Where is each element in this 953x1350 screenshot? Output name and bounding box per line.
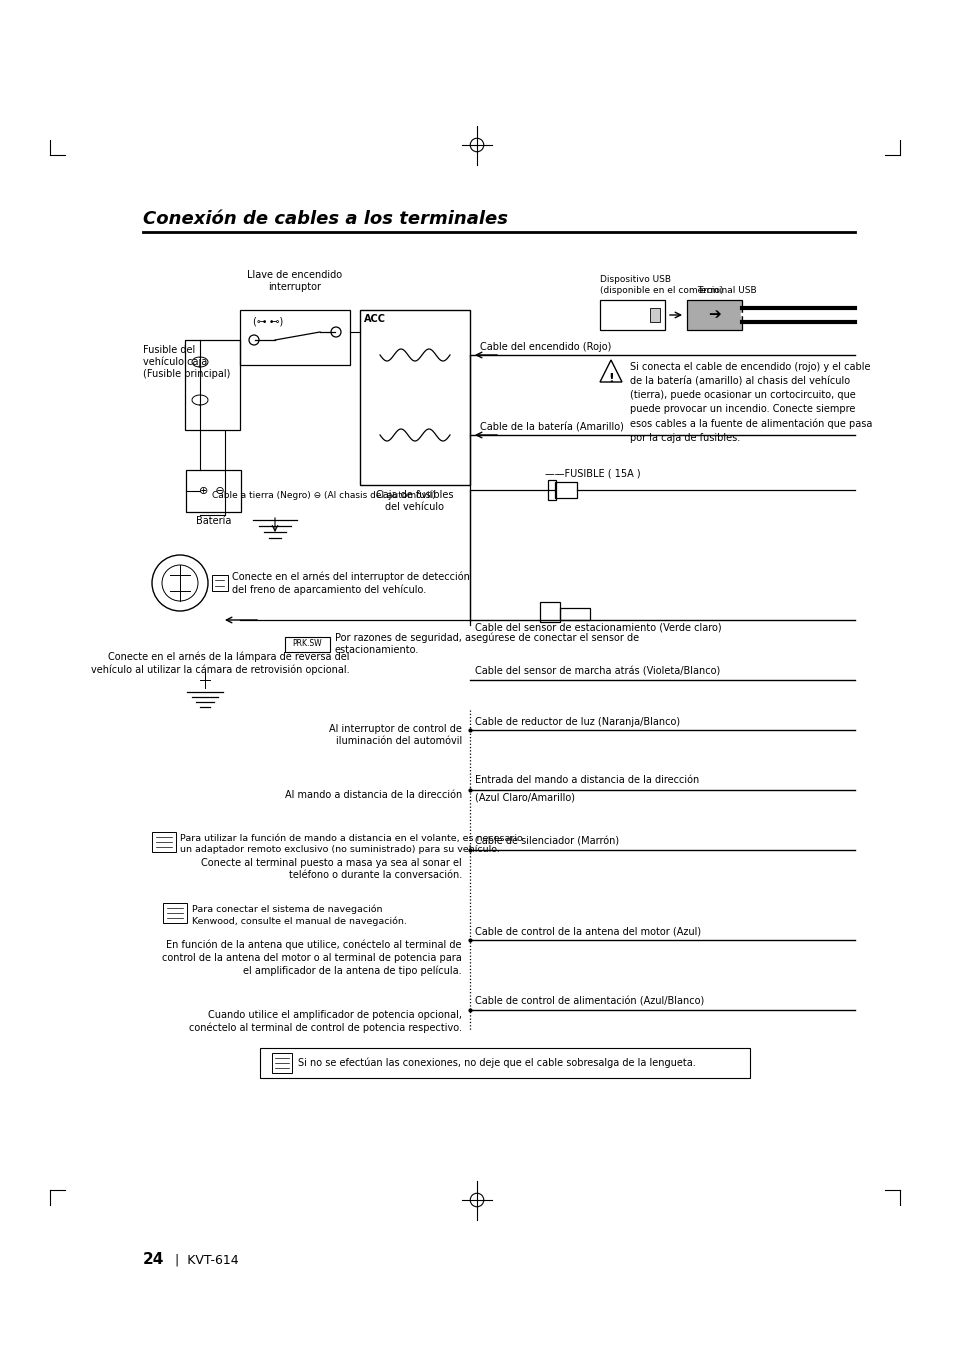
Text: Dispositivo USB
(disponible en el comercio): Dispositivo USB (disponible en el comerc…: [599, 275, 722, 296]
Text: Al interruptor de control de
iluminación del automóvil: Al interruptor de control de iluminación…: [329, 724, 461, 747]
Text: ACC: ACC: [364, 315, 386, 324]
Text: Fusible del
vehículo caja
(Fusible principal): Fusible del vehículo caja (Fusible princ…: [143, 346, 230, 379]
Bar: [185, 340, 240, 431]
Text: Para utilizar la función de mando a distancia en el volante, es necesario
un ada: Para utilizar la función de mando a dist…: [180, 834, 522, 855]
Text: Por razones de seguridad, asegúrese de conectar el sensor de
estacionamiento.: Por razones de seguridad, asegúrese de c…: [335, 633, 639, 656]
Text: !: !: [607, 371, 613, 385]
Text: |  KVT-614: | KVT-614: [174, 1254, 238, 1266]
Text: Al mando a distancia de la dirección: Al mando a distancia de la dirección: [284, 790, 461, 801]
Text: Si conecta el cable de encendido (rojo) y el cable
de la batería (amarillo) al c: Si conecta el cable de encendido (rojo) …: [629, 362, 871, 443]
Bar: [212, 575, 228, 591]
Bar: [359, 310, 470, 485]
Text: Para conectar el sistema de navegación
Kenwood, consulte el manual de navegación: Para conectar el sistema de navegación K…: [192, 904, 406, 926]
Bar: [555, 482, 577, 498]
Text: En función de la antena que utilice, conéctelo al terminal de
control de la ante: En función de la antena que utilice, con…: [162, 940, 461, 976]
Text: PRK.SW: PRK.SW: [292, 640, 321, 648]
Text: Entrada del mando a distancia de la dirección: Entrada del mando a distancia de la dire…: [475, 775, 699, 784]
Bar: [539, 602, 559, 622]
Text: Conecte al terminal puesto a masa ya sea al sonar el
teléfono o durante la conve: Conecte al terminal puesto a masa ya sea…: [201, 859, 461, 880]
Bar: [559, 608, 589, 620]
Bar: [240, 310, 350, 364]
Text: Terminal USB: Terminal USB: [697, 286, 756, 296]
Bar: [152, 832, 175, 852]
Text: Conexión de cables a los terminales: Conexión de cables a los terminales: [143, 211, 507, 228]
Text: Cable de reductor de luz (Naranja/Blanco): Cable de reductor de luz (Naranja/Blanco…: [475, 717, 679, 728]
Text: Cable a tierra (Negro) ⊖ (Al chasis del automóvil): Cable a tierra (Negro) ⊖ (Al chasis del …: [212, 490, 436, 500]
Bar: [272, 1053, 292, 1073]
Text: Batería: Batería: [195, 516, 231, 526]
Bar: [686, 300, 741, 329]
Text: 24: 24: [143, 1253, 164, 1268]
Text: ⊕  ⊖: ⊕ ⊖: [199, 486, 225, 495]
Text: (⊶ ⊷): (⊶ ⊷): [253, 317, 283, 327]
Bar: [649, 308, 659, 323]
Text: Cuando utilice el amplificador de potencia opcional,
conéctelo al terminal de co: Cuando utilice el amplificador de potenc…: [189, 1010, 461, 1033]
Text: ➔: ➔: [707, 308, 720, 323]
Bar: [163, 903, 187, 923]
Bar: [599, 300, 664, 329]
Text: Cable de control de alimentación (Azul/Blanco): Cable de control de alimentación (Azul/B…: [475, 998, 703, 1007]
Text: Si no se efectúan las conexiones, no deje que el cable sobresalga de la lengueta: Si no se efectúan las conexiones, no dej…: [297, 1058, 695, 1068]
Bar: [260, 1048, 749, 1079]
Text: Llave de encendido
interruptor: Llave de encendido interruptor: [247, 270, 342, 292]
Bar: [186, 470, 241, 512]
Text: Caja de fusibles
del vehículo: Caja de fusibles del vehículo: [375, 490, 454, 512]
Text: (Azul Claro/Amarillo): (Azul Claro/Amarillo): [475, 792, 575, 802]
Text: Cable del encendido (Rojo): Cable del encendido (Rojo): [479, 342, 611, 352]
Text: Cable del sensor de estacionamiento (Verde claro): Cable del sensor de estacionamiento (Ver…: [475, 622, 720, 632]
Text: ——FUSIBLE ( 15A ): ——FUSIBLE ( 15A ): [544, 468, 640, 478]
Text: Cable del sensor de marcha atrás (Violeta/Blanco): Cable del sensor de marcha atrás (Violet…: [475, 667, 720, 676]
Bar: [547, 481, 556, 500]
Text: Cable de control de la antena del motor (Azul): Cable de control de la antena del motor …: [475, 927, 700, 937]
Text: Cable de la batería (Amarillo): Cable de la batería (Amarillo): [479, 423, 623, 432]
Bar: [285, 637, 330, 652]
Text: Conecte en el arnés del interruptor de detección
del freno de aparcamiento del v: Conecte en el arnés del interruptor de d…: [232, 571, 470, 594]
Text: Conecte en el arnés de la lámpara de reversa del
vehículo al utilizar la cámara : Conecte en el arnés de la lámpara de rev…: [91, 652, 350, 675]
Text: Cable de silenciador (Marrón): Cable de silenciador (Marrón): [475, 837, 618, 846]
